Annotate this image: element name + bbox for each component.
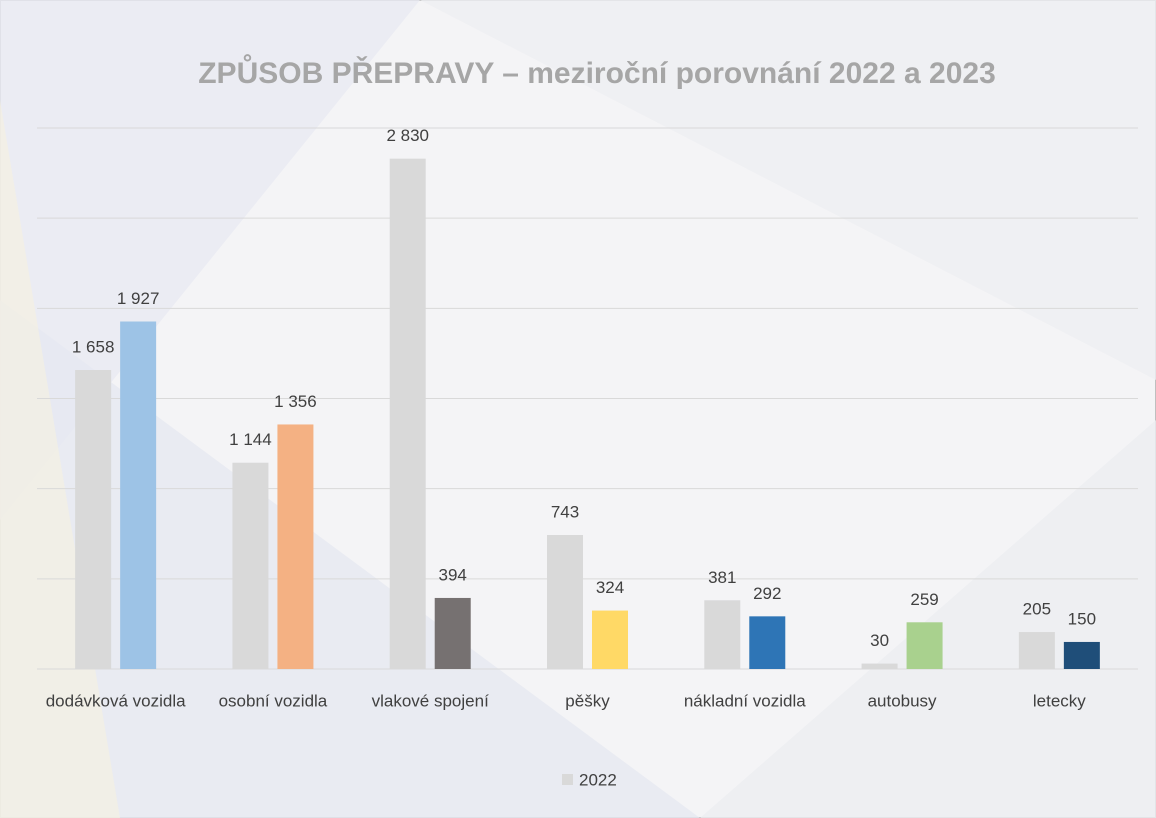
data-label: 394: [439, 565, 467, 584]
x-tick-label: vlakové spojení: [372, 691, 489, 710]
data-label: 743: [551, 502, 579, 521]
data-label: 2 830: [386, 126, 429, 145]
x-tick-label: letecky: [1033, 691, 1086, 710]
bar: [592, 610, 628, 669]
data-label: 324: [596, 578, 624, 597]
x-tick-label: autobusy: [868, 691, 937, 710]
data-label: 292: [753, 584, 781, 603]
x-tick-label: osobní vozidla: [219, 691, 328, 710]
bar: [861, 663, 898, 669]
data-label: 150: [1068, 609, 1096, 628]
data-label: 30: [870, 631, 889, 650]
bar: [232, 462, 269, 669]
data-label: 1 144: [229, 430, 272, 449]
bar: [1018, 632, 1055, 669]
bar: [277, 424, 314, 669]
bar: [749, 616, 786, 669]
chart-title: ZPŮSOB PŘEPRAVY – meziroční porovnání 20…: [198, 54, 996, 90]
data-label: 205: [1023, 600, 1051, 619]
bar: [389, 158, 426, 669]
bg-shape: [420, 0, 1156, 380]
bar: [704, 600, 741, 669]
x-tick-label: dodávková vozidla: [46, 691, 186, 710]
bar: [120, 321, 157, 669]
data-label: 1 927: [117, 289, 160, 308]
legend-label: 2022: [579, 770, 617, 789]
bar: [75, 370, 112, 669]
x-tick-label: pěšky: [565, 691, 610, 710]
bar: [906, 622, 943, 669]
bg-shape: [0, 300, 700, 818]
bg-shape: [700, 420, 1156, 818]
bar: [547, 535, 583, 669]
data-label: 1 356: [274, 392, 317, 411]
bar: [434, 597, 471, 669]
data-label: 259: [910, 590, 938, 609]
data-label: 1 658: [72, 337, 115, 356]
data-label: 381: [708, 568, 736, 587]
x-tick-label: nákladní vozidla: [684, 691, 806, 710]
bar: [1063, 641, 1100, 669]
legend-swatch: [562, 774, 573, 785]
